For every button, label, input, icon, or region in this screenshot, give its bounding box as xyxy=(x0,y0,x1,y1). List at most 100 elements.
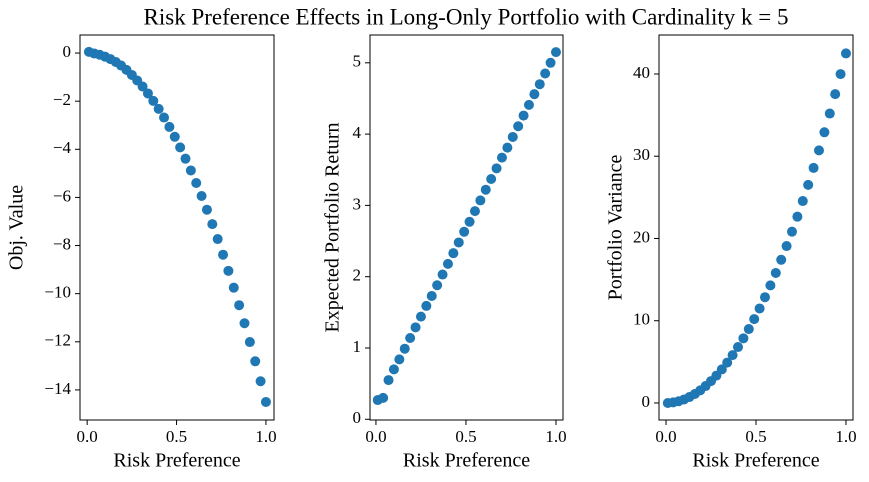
subplot: 0 10 20 30 40 0.0 0.5 1.0 Risk Preference Portfol… xyxy=(605,34,857,472)
scatter-point xyxy=(137,81,148,92)
scatter-point xyxy=(218,249,229,260)
scatter-point xyxy=(808,162,819,173)
scatter-point xyxy=(792,211,803,222)
scatter-point xyxy=(378,392,389,403)
scatter-point xyxy=(518,110,529,121)
scatter-point xyxy=(260,396,271,407)
scatter-point xyxy=(733,342,744,353)
scatter-point xyxy=(239,318,250,329)
y-tick-label: 2 xyxy=(353,266,362,285)
y-tick-label: 20 xyxy=(633,227,650,246)
scatter-point xyxy=(244,337,255,348)
scatter-point xyxy=(223,265,234,276)
scatter-point xyxy=(507,131,518,142)
axes-frame xyxy=(79,34,275,421)
subplot: −14 −12 −10 −8 −6 −4 −2 0 0.0 0.5 1.0 Risk Preferen… xyxy=(6,34,277,472)
scatter-point xyxy=(185,165,196,176)
scatter-point xyxy=(432,280,443,291)
scatter-point xyxy=(169,131,180,142)
scatter-point xyxy=(754,303,765,314)
scatter-point xyxy=(824,108,835,119)
scatter-point xyxy=(491,163,502,174)
x-tick-label: 0.0 xyxy=(77,427,98,446)
scatter-point xyxy=(722,357,733,368)
scatter-point xyxy=(442,258,453,269)
y-tick-label: 3 xyxy=(353,194,362,213)
scatter-point xyxy=(148,95,159,106)
y-tick-label: 1 xyxy=(353,337,362,356)
scatter-point xyxy=(840,48,851,59)
scatter-point xyxy=(513,121,524,132)
scatter-point xyxy=(540,68,551,79)
scatter-point xyxy=(480,184,491,195)
y-tick-label: −8 xyxy=(53,234,71,253)
scatter-point xyxy=(207,219,218,230)
scatter-point xyxy=(765,280,776,291)
scatter-point xyxy=(415,311,426,322)
scatter-point xyxy=(388,364,399,375)
y-tick-label: −4 xyxy=(53,138,72,157)
x-tick-label: 0.5 xyxy=(455,427,476,446)
scatter-point xyxy=(426,290,437,301)
scatter-point xyxy=(212,234,223,245)
x-axis-label: Risk Preference xyxy=(113,450,240,472)
scatter-point xyxy=(459,226,470,237)
scatter-point xyxy=(738,333,749,344)
y-tick-label: 4 xyxy=(353,123,362,142)
y-tick-label: −14 xyxy=(44,379,71,398)
x-tick-label: 1.0 xyxy=(545,427,566,446)
y-axis-label: Portfolio Variance xyxy=(605,155,627,301)
scatter-point xyxy=(180,153,191,164)
x-tick-label: 0.5 xyxy=(166,427,187,446)
scatter-point xyxy=(749,314,760,325)
scatter-point xyxy=(803,179,814,190)
y-tick-label: −12 xyxy=(44,331,71,350)
y-tick-label: 40 xyxy=(633,63,650,82)
scatter-point xyxy=(437,269,448,280)
scatter-point xyxy=(255,376,266,387)
y-tick-label: 10 xyxy=(633,310,650,329)
axes-frame xyxy=(369,34,564,421)
axes-frame xyxy=(658,34,854,421)
scatter-point xyxy=(523,99,534,110)
scatter-point xyxy=(529,89,540,100)
scatter-point xyxy=(399,343,410,354)
scatter-point xyxy=(228,282,239,293)
scatter-point xyxy=(550,47,561,58)
y-tick-label: −6 xyxy=(53,186,71,205)
scatter-point xyxy=(142,88,153,99)
scatter-point xyxy=(813,145,824,156)
x-tick-label: 1.0 xyxy=(255,427,276,446)
x-axis-label: Risk Preference xyxy=(403,450,530,472)
scatter-point xyxy=(448,248,459,259)
x-tick-label: 1.0 xyxy=(835,427,856,446)
x-tick-label: 0.5 xyxy=(745,427,766,446)
scatter-point xyxy=(410,322,421,333)
scatter-point xyxy=(394,354,405,365)
scatter-point xyxy=(405,333,416,344)
scatter-point xyxy=(453,237,464,248)
scatter-point xyxy=(776,254,787,265)
scatter-point xyxy=(786,226,797,237)
scatter-point xyxy=(475,195,486,206)
scatter-point xyxy=(464,216,475,227)
scatter-point xyxy=(835,69,846,80)
figure-title: Risk Preference Effects in Long-Only Por… xyxy=(144,4,789,29)
y-axis-label: Obj. Value xyxy=(6,185,28,270)
scatter-point xyxy=(759,292,770,303)
scatter-point xyxy=(164,121,175,132)
scatter-point xyxy=(469,206,480,217)
y-tick-label: 30 xyxy=(633,145,650,164)
y-tick-label: 5 xyxy=(353,52,362,71)
y-tick-label: 0 xyxy=(353,408,362,427)
x-tick-label: 0.0 xyxy=(655,427,676,446)
y-tick-label: −2 xyxy=(53,90,71,109)
scatter-point xyxy=(250,356,261,367)
scatter-point xyxy=(830,89,841,100)
scatter-point xyxy=(383,375,394,386)
scatter-point xyxy=(781,241,792,252)
y-tick-label: −10 xyxy=(44,283,71,302)
y-axis-label: Expected Portfolio Return xyxy=(322,123,344,333)
scatter-point xyxy=(201,204,212,215)
